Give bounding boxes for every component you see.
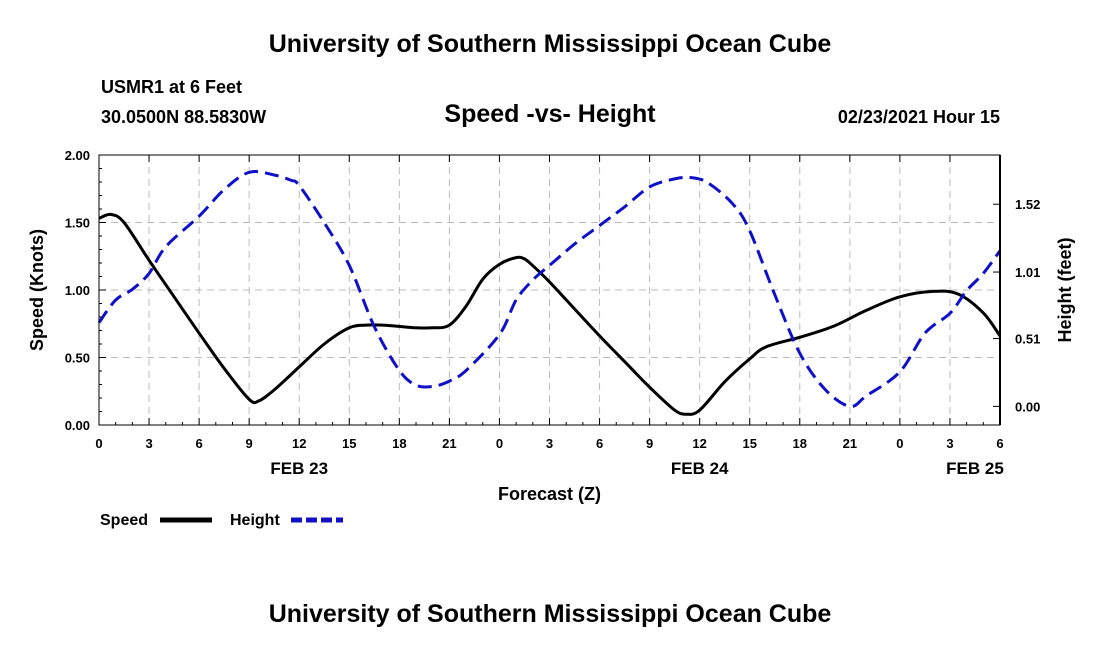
x-tick-label: 0 — [496, 436, 503, 451]
y2-tick-label: 0.00 — [1015, 399, 1040, 414]
y-tick-label: 1.00 — [65, 283, 90, 298]
y-tick-label: 0.50 — [65, 351, 90, 366]
x-tick-label: 0 — [95, 436, 102, 451]
date-label: FEB 25 — [946, 459, 1004, 478]
x-tick-label: 18 — [793, 436, 807, 451]
legend-height-label: Height — [230, 512, 280, 529]
y-tick-label: 0.00 — [65, 418, 90, 433]
datetime-label: 02/23/2021 Hour 15 — [837, 107, 1000, 127]
x-tick-label: 6 — [996, 436, 1003, 451]
y-tick-label: 1.50 — [65, 216, 90, 231]
x-tick-label: 9 — [646, 436, 653, 451]
x-tick-label: 18 — [392, 436, 406, 451]
x-tick-label: 9 — [246, 436, 253, 451]
x-tick-label: 0 — [896, 436, 903, 451]
y2-tick-label: 1.01 — [1015, 265, 1040, 280]
x-axis-label: Forecast (Z) — [498, 484, 601, 504]
chart-title-top: University of Southern Mississippi Ocean… — [268, 30, 832, 58]
plot-frame — [98, 154, 1001, 426]
y2-tick-label: 0.51 — [1015, 332, 1040, 347]
x-tick-label: 3 — [946, 436, 953, 451]
date-label: FEB 24 — [671, 459, 729, 478]
height-series-line — [97, 170, 1002, 408]
y2-tick-label: 1.52 — [1015, 197, 1040, 212]
date-label: FEB 23 — [270, 459, 328, 478]
y-tick-label: 2.00 — [65, 148, 90, 163]
x-tick-label: 15 — [742, 436, 756, 451]
x-tick-label: 15 — [342, 436, 356, 451]
coordinates-label: 30.0500N 88.5830W — [101, 107, 267, 127]
station-label: USMR1 at 6 Feet — [101, 77, 243, 97]
x-tick-label: 6 — [195, 436, 202, 451]
x-tick-label: 12 — [692, 436, 706, 451]
x-tick-label: 21 — [442, 436, 456, 451]
legend-speed-label: Speed — [100, 512, 148, 529]
legend: Speed Height — [100, 512, 343, 529]
grid — [99, 155, 1000, 425]
chart-subtitle: Speed -vs- Height — [444, 100, 656, 128]
x-tick-label: 21 — [843, 436, 857, 451]
speed-series-line — [98, 212, 1002, 416]
chart-title-bottom: University of Southern Mississippi Ocean… — [268, 600, 832, 628]
x-tick-label: 12 — [292, 436, 306, 451]
x-tick-label: 6 — [596, 436, 603, 451]
series-lines — [97, 170, 1002, 416]
x-tick-label: 3 — [145, 436, 152, 451]
y-axis-label: Speed (Knots) — [27, 229, 47, 351]
axes: Forecast (Z) Speed (Knots) Height (feet)… — [27, 148, 1075, 504]
y2-axis-label: Height (feet) — [1055, 238, 1075, 343]
x-tick-label: 3 — [546, 436, 553, 451]
